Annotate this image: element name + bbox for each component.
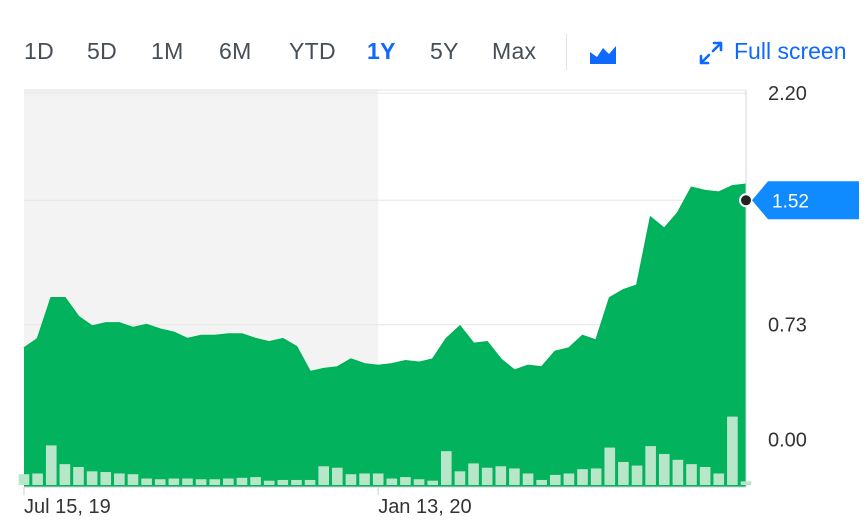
range-tab-5d[interactable]: 5D xyxy=(87,38,118,64)
volume-bar xyxy=(86,471,98,485)
y-tick-label: 0.00 xyxy=(768,430,807,452)
volume-bar xyxy=(549,474,561,485)
volume-bar xyxy=(699,467,711,485)
volume-bar xyxy=(440,451,452,485)
range-tab-1m[interactable]: 1M xyxy=(151,38,184,64)
range-tab-ytd[interactable]: YTD xyxy=(289,38,336,64)
current-price-label: 1.52 xyxy=(772,191,809,212)
current-price-dot xyxy=(739,193,753,208)
volume-bar xyxy=(658,454,670,485)
price-area xyxy=(24,184,746,487)
volume-bar xyxy=(45,445,57,485)
volume-bar xyxy=(386,478,398,485)
volume-bar xyxy=(468,463,479,485)
volume-bar xyxy=(154,479,166,485)
range-tab-5y[interactable]: 5Y xyxy=(430,38,459,64)
volume-bar xyxy=(345,474,357,485)
volume-bar xyxy=(182,478,193,485)
volume-bar xyxy=(250,477,261,485)
volume-bar xyxy=(223,478,234,485)
volume-bar xyxy=(277,479,289,485)
volume-bar xyxy=(141,478,152,485)
mountain-chart-icon[interactable] xyxy=(588,42,618,66)
range-tab-6m[interactable]: 6M xyxy=(219,38,252,64)
volume-bar xyxy=(114,473,125,485)
range-tab-max[interactable]: Max xyxy=(492,38,537,64)
volume-bar xyxy=(18,474,30,485)
volume-bar xyxy=(631,465,643,485)
volume-bar xyxy=(454,471,466,485)
volume-bar xyxy=(536,479,547,485)
volume-bar xyxy=(481,467,493,485)
range-tab-1y[interactable]: 1Y xyxy=(367,38,396,64)
volume-bar xyxy=(427,480,438,485)
volume-bar xyxy=(168,478,180,485)
volume-bar xyxy=(672,459,684,485)
volume-bar xyxy=(686,464,697,485)
x-tick-label: Jan 13, 20 xyxy=(378,496,471,518)
volume-bar xyxy=(263,480,275,485)
volume-bar xyxy=(359,473,370,485)
toolbar-divider xyxy=(566,34,567,70)
volume-bar xyxy=(236,477,248,485)
volume-bar xyxy=(563,473,575,485)
price-line xyxy=(23,183,747,374)
volume-bar xyxy=(645,446,656,485)
volume-bar xyxy=(413,479,425,485)
volume-bar xyxy=(727,416,738,485)
volume-bar xyxy=(495,466,507,485)
volume-bar xyxy=(577,469,588,485)
volume-bar xyxy=(318,466,330,485)
volume-bar xyxy=(291,479,302,485)
volume-bar xyxy=(618,461,629,485)
current-price-tag xyxy=(752,181,859,220)
x-tick-label: Jul 15, 19 xyxy=(24,496,111,518)
fullscreen-label: Full screen xyxy=(734,38,847,64)
expand-arrows-icon xyxy=(699,41,723,65)
volume-bar xyxy=(127,474,139,485)
y-tick-label: 0.73 xyxy=(768,315,807,337)
volume-bar xyxy=(304,479,316,485)
volume-bar xyxy=(400,477,411,485)
volume-bar xyxy=(73,467,84,485)
volume-bar xyxy=(209,479,221,485)
range-tab-1d[interactable]: 1D xyxy=(24,38,55,64)
volume-bar xyxy=(590,468,602,485)
volume-bar xyxy=(195,479,207,485)
volume-bar xyxy=(32,473,43,485)
volume-bar xyxy=(372,473,384,485)
y-tick-label: 2.20 xyxy=(768,83,807,105)
volume-bar xyxy=(522,473,534,485)
time-range-toolbar: 1D 5D 1M 6M YTD 1Y 5Y Max Full screen xyxy=(0,0,866,100)
volume-bar xyxy=(332,467,343,485)
volume-bar xyxy=(509,468,520,485)
volume-bar xyxy=(713,473,725,485)
volume-bar xyxy=(59,464,71,485)
volume-bar xyxy=(100,472,112,485)
volume-bar xyxy=(604,447,616,485)
